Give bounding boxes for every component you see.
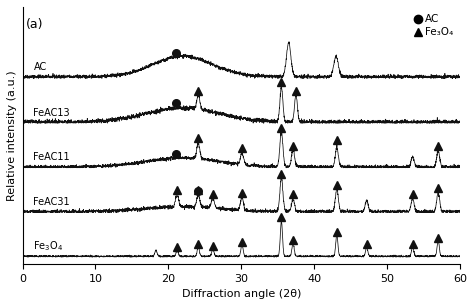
Text: AC: AC [34,62,46,72]
Text: FeAC13: FeAC13 [34,108,70,118]
Text: Fe$_3$O$_4$: Fe$_3$O$_4$ [34,239,64,253]
Y-axis label: Relative intensity (a.u.): Relative intensity (a.u.) [7,70,17,201]
X-axis label: Diffraction angle (2θ): Diffraction angle (2θ) [182,289,301,299]
Legend: AC, Fe₃O₄: AC, Fe₃O₄ [413,12,455,39]
Text: FeAC31: FeAC31 [34,197,70,207]
Text: (a): (a) [26,18,44,31]
Text: FeAC11: FeAC11 [34,152,70,162]
